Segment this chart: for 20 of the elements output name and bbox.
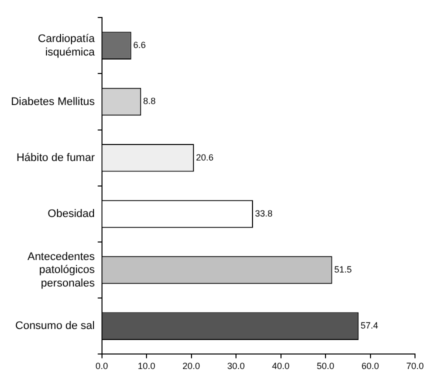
y-tick-label: Hábito de fumar bbox=[16, 152, 96, 164]
x-tick-label: 40.0 bbox=[272, 361, 290, 372]
data-label: 33.8 bbox=[255, 208, 273, 218]
x-tick-label: 60.0 bbox=[361, 361, 380, 372]
data-label: 57.4 bbox=[360, 320, 378, 331]
data-label: 51.5 bbox=[334, 264, 352, 275]
y-tick-label: Antecedentes patológicos personales bbox=[27, 250, 96, 290]
y-tick-label: Diabetes Mellitus bbox=[10, 96, 96, 108]
x-tick-label: 10.0 bbox=[138, 361, 156, 372]
x-tick-label: 70.0 bbox=[406, 361, 424, 372]
y-tick-label: Cardiopatía isquémica bbox=[38, 33, 96, 58]
data-label: 6.6 bbox=[133, 40, 146, 50]
y-tick-label: Obesidad bbox=[48, 208, 95, 220]
data-label: 8.8 bbox=[143, 96, 156, 106]
data-label: 20.6 bbox=[196, 152, 214, 162]
x-tick-label: 50.0 bbox=[316, 361, 334, 372]
x-tick-label: 20.0 bbox=[182, 361, 200, 372]
x-tick-label: 30.0 bbox=[227, 361, 245, 372]
y-tick-label: Consumo de sal bbox=[15, 320, 95, 332]
x-tick-label: 0.0 bbox=[96, 361, 108, 372]
